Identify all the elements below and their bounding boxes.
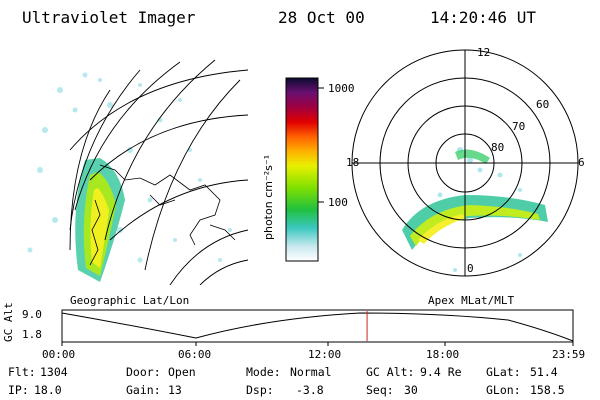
mode-label: Mode:: [246, 365, 281, 379]
altitude-ticks: [61, 342, 574, 346]
seq-label: Seq:: [366, 383, 394, 397]
mode-value: Normal: [290, 365, 332, 379]
altitude-axis-label: GC Alt: [2, 302, 15, 342]
time-tick-1800: 18:00: [426, 348, 460, 361]
mlt-label-12: 12: [477, 46, 491, 59]
flt-value: 1304: [40, 365, 68, 379]
time-tick-2359: 23:59: [552, 348, 586, 361]
glat-value: 51.4: [530, 365, 558, 379]
time-tick-1200: 12:00: [308, 348, 342, 361]
altitude-strip: [61, 309, 574, 346]
gc-alt-value: 9.4 Re: [420, 365, 462, 379]
polar-grid: [351, 49, 579, 277]
mlt-label-0: 0: [467, 262, 474, 275]
geo-aurora-core: [90, 188, 109, 268]
mlat-label-80: 80: [491, 141, 505, 154]
mlat-label-70: 70: [512, 120, 526, 133]
colorbar-label-100: 100: [328, 196, 348, 209]
gain-value: 13: [168, 383, 182, 397]
altitude-tick-1-8: 1.8: [22, 328, 42, 341]
door-value: Open: [168, 365, 196, 379]
geo-coastline: [89, 164, 236, 266]
ip-label: IP:: [8, 383, 29, 397]
dsp-value: -3.8: [296, 383, 324, 397]
mlt-label-18: 18: [346, 156, 360, 169]
glat-label: GLat:: [486, 365, 521, 379]
gc-alt-label: GC Alt:: [366, 365, 415, 379]
instrument-title: Ultraviolet Imager: [22, 8, 196, 27]
geographic-panel: [27, 59, 249, 285]
polar-cap-arc: [455, 149, 490, 164]
altitude-tick-9: 9.0: [22, 308, 42, 321]
polar-panel-label: Apex MLat/MLT: [428, 294, 515, 307]
polar-plot: [351, 49, 579, 277]
mlat-label-60: 60: [536, 98, 550, 111]
dsp-label: Dsp:: [246, 383, 274, 397]
glon-value: 158.5: [530, 383, 565, 397]
time-label: 14:20:46 UT: [430, 8, 536, 27]
flt-label: Flt:: [8, 365, 36, 379]
gain-label: Gain:: [126, 383, 161, 397]
ip-value: 18.0: [34, 383, 62, 397]
altitude-curve: [61, 312, 574, 342]
seq-value: 30: [404, 383, 418, 397]
time-tick-0000: 00:00: [42, 348, 76, 361]
altitude-frame: [61, 309, 574, 343]
date-label: 28 Oct 00: [278, 8, 365, 27]
mlt-label-6: 6: [578, 156, 585, 169]
door-label: Door:: [126, 365, 161, 379]
colorbar: [285, 77, 319, 262]
glon-label: GLon:: [486, 383, 521, 397]
colorbar-label-1000: 1000: [328, 82, 355, 95]
polar-aurora-core: [418, 214, 466, 244]
colorbar-unit-label: photon cm⁻²s⁻¹: [262, 154, 275, 240]
time-tick-0600: 06:00: [178, 348, 212, 361]
geographic-panel-label: Geographic Lat/Lon: [70, 294, 190, 307]
